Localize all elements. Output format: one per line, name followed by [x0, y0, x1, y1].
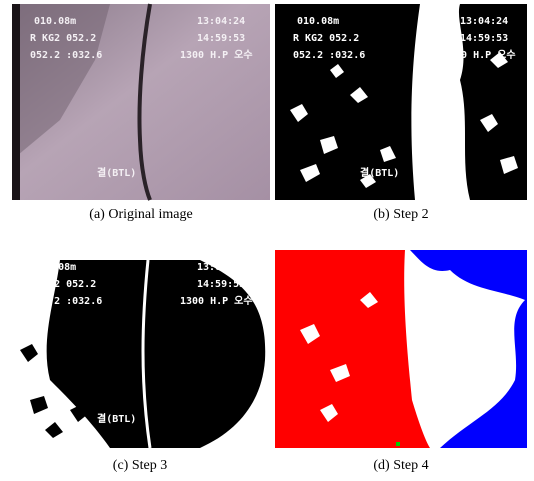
caption: (a) Original image [89, 207, 192, 222]
overlay-text: 010.08m [34, 16, 76, 27]
overlay-text: 결(BTL) [97, 166, 136, 179]
overlay-text: 14:59:53 [197, 33, 245, 44]
overlay-text: 010.08m [297, 16, 339, 27]
green-dot [396, 442, 400, 446]
overlay-text: 14:59:53 [197, 279, 245, 290]
overlay-text: 052.2 :032.6 [293, 50, 365, 61]
caption: (b) Step 2 [373, 207, 428, 222]
overlay-text: 13:04:24 [460, 16, 508, 27]
overlay-text: R KG2 052.2 [293, 33, 359, 44]
figure: (a) Original image (b) Step 2 (c) Step 3… [0, 0, 534, 481]
edge [12, 4, 20, 200]
overlay-text: 052.2 :032.6 [30, 296, 102, 307]
overlay-text: 13:04:24 [197, 16, 245, 27]
overlay-text: 13:04:24 [197, 262, 245, 273]
overlay-text: 1300 H.P 오수 [180, 295, 253, 307]
overlay-text: R KG2 052.2 [30, 33, 96, 44]
overlay-text: R KG2 052.2 [30, 279, 96, 290]
overlay-text: 1300 H.P 오수 [443, 49, 516, 61]
panel-d [275, 250, 527, 448]
caption: (d) Step 4 [373, 458, 428, 473]
overlay-text: 010.08m [34, 262, 76, 273]
overlay-text: 052.2 :032.6 [30, 50, 102, 61]
overlay-text: 1300 H.P 오수 [180, 49, 253, 61]
overlay-text: 결(BTL) [360, 166, 399, 179]
overlay-text: 결(BTL) [97, 412, 136, 425]
overlay-text: 14:59:53 [460, 33, 508, 44]
caption: (c) Step 3 [113, 458, 167, 473]
